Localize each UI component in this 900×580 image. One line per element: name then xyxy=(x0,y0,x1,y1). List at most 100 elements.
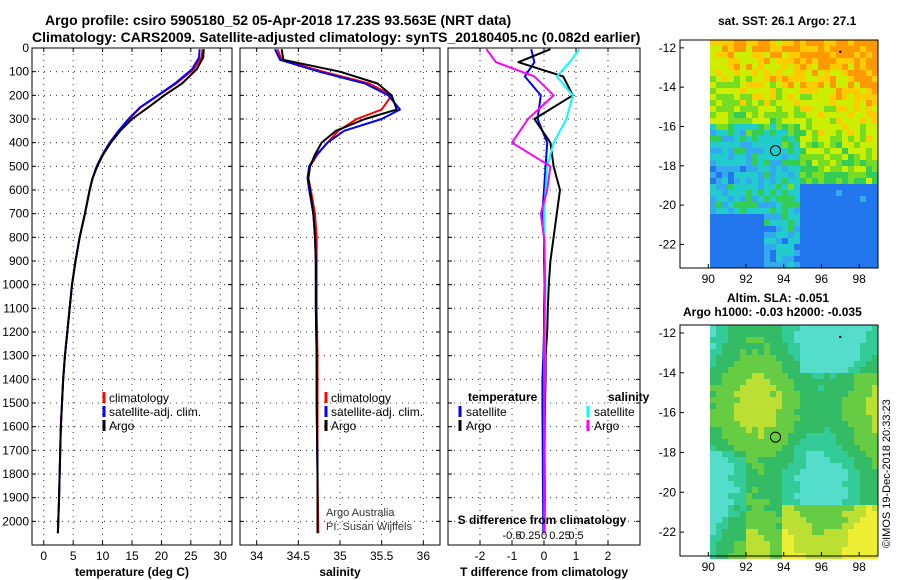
map-cell xyxy=(782,493,788,499)
map-cell xyxy=(800,226,806,232)
map-cell xyxy=(836,88,842,94)
map-cell xyxy=(836,505,842,511)
map-cell xyxy=(800,232,806,238)
map-cell xyxy=(866,118,872,124)
map-cell xyxy=(788,475,794,481)
map-cell xyxy=(740,154,746,160)
map-cell xyxy=(806,349,812,355)
map-cell xyxy=(794,244,800,250)
map-cell xyxy=(866,64,872,70)
map-cell xyxy=(746,100,752,106)
map-cell xyxy=(800,343,806,349)
map-cell xyxy=(734,469,740,475)
map-cell xyxy=(752,244,758,250)
map-cell xyxy=(746,106,752,112)
map-cell xyxy=(806,58,812,64)
map-cell xyxy=(842,505,848,511)
map-cell xyxy=(800,136,806,142)
map-cell xyxy=(746,118,752,124)
series-line-salinity-argo xyxy=(485,48,555,534)
map-cell xyxy=(740,256,746,262)
map-cell xyxy=(872,172,878,178)
map-cell xyxy=(836,343,842,349)
map-cell xyxy=(836,337,842,343)
map-cell xyxy=(776,445,782,451)
map-cell xyxy=(860,415,866,421)
map-cell xyxy=(752,256,758,262)
map-cell xyxy=(836,112,842,118)
map-cell xyxy=(734,523,740,529)
map-cell xyxy=(710,184,716,190)
map-cell xyxy=(710,397,716,403)
map-cell xyxy=(818,463,824,469)
map-cell xyxy=(734,52,740,58)
map-cell xyxy=(854,184,860,190)
map-cell xyxy=(836,154,842,160)
map-cell xyxy=(710,52,716,58)
map-cell xyxy=(806,385,812,391)
map-cell xyxy=(842,343,848,349)
secondary-tick-label: 0.25 xyxy=(549,530,570,542)
map-cell xyxy=(830,256,836,262)
map-cell xyxy=(782,46,788,52)
map-cell xyxy=(728,355,734,361)
map-cell xyxy=(710,391,716,397)
map-cell xyxy=(818,409,824,415)
map-cell xyxy=(836,76,842,82)
map-cell xyxy=(740,355,746,361)
map-cell xyxy=(782,427,788,433)
map-cell xyxy=(776,196,782,202)
map-cell xyxy=(752,52,758,58)
map-cell xyxy=(860,385,866,391)
x-tick-label: 1 xyxy=(573,549,580,563)
map-cell xyxy=(830,202,836,208)
map-cell xyxy=(866,421,872,427)
map-cell xyxy=(710,142,716,148)
map-cell xyxy=(836,403,842,409)
map-cell xyxy=(728,232,734,238)
map-cell xyxy=(818,196,824,202)
map-cell xyxy=(806,373,812,379)
map-cell xyxy=(788,397,794,403)
x-tick-label: 0 xyxy=(541,549,548,563)
map-cell xyxy=(872,409,878,415)
map-cell xyxy=(770,505,776,511)
map-cell xyxy=(806,451,812,457)
map-cell xyxy=(854,505,860,511)
map-cell xyxy=(842,226,848,232)
map-cell xyxy=(782,250,788,256)
map-cell xyxy=(716,148,722,154)
map-cell xyxy=(812,493,818,499)
map-cell xyxy=(842,337,848,343)
map-cell xyxy=(806,427,812,433)
map-cell xyxy=(740,331,746,337)
map-cell xyxy=(728,511,734,517)
map-cell xyxy=(788,76,794,82)
map-cell xyxy=(794,421,800,427)
map-cell xyxy=(770,361,776,367)
map-cell xyxy=(716,202,722,208)
map-cell xyxy=(806,379,812,385)
map-cell xyxy=(824,493,830,499)
map-cell xyxy=(800,415,806,421)
map-cell xyxy=(812,463,818,469)
map-cell xyxy=(770,481,776,487)
map-cell xyxy=(782,244,788,250)
map-cell xyxy=(824,226,830,232)
map-cell xyxy=(824,58,830,64)
map-cell xyxy=(764,529,770,535)
map-cell xyxy=(800,493,806,499)
map-cell xyxy=(794,46,800,52)
secondary-tick-label: 0 xyxy=(541,530,547,542)
map-cell xyxy=(818,214,824,220)
map-cell xyxy=(752,547,758,553)
map-cell xyxy=(872,481,878,487)
map-cell xyxy=(788,331,794,337)
map-cell xyxy=(776,184,782,190)
map-cell xyxy=(848,148,854,154)
map-cell xyxy=(836,136,842,142)
map-cell xyxy=(782,118,788,124)
map-cell xyxy=(764,178,770,184)
map-cell xyxy=(716,214,722,220)
map-cell xyxy=(740,517,746,523)
